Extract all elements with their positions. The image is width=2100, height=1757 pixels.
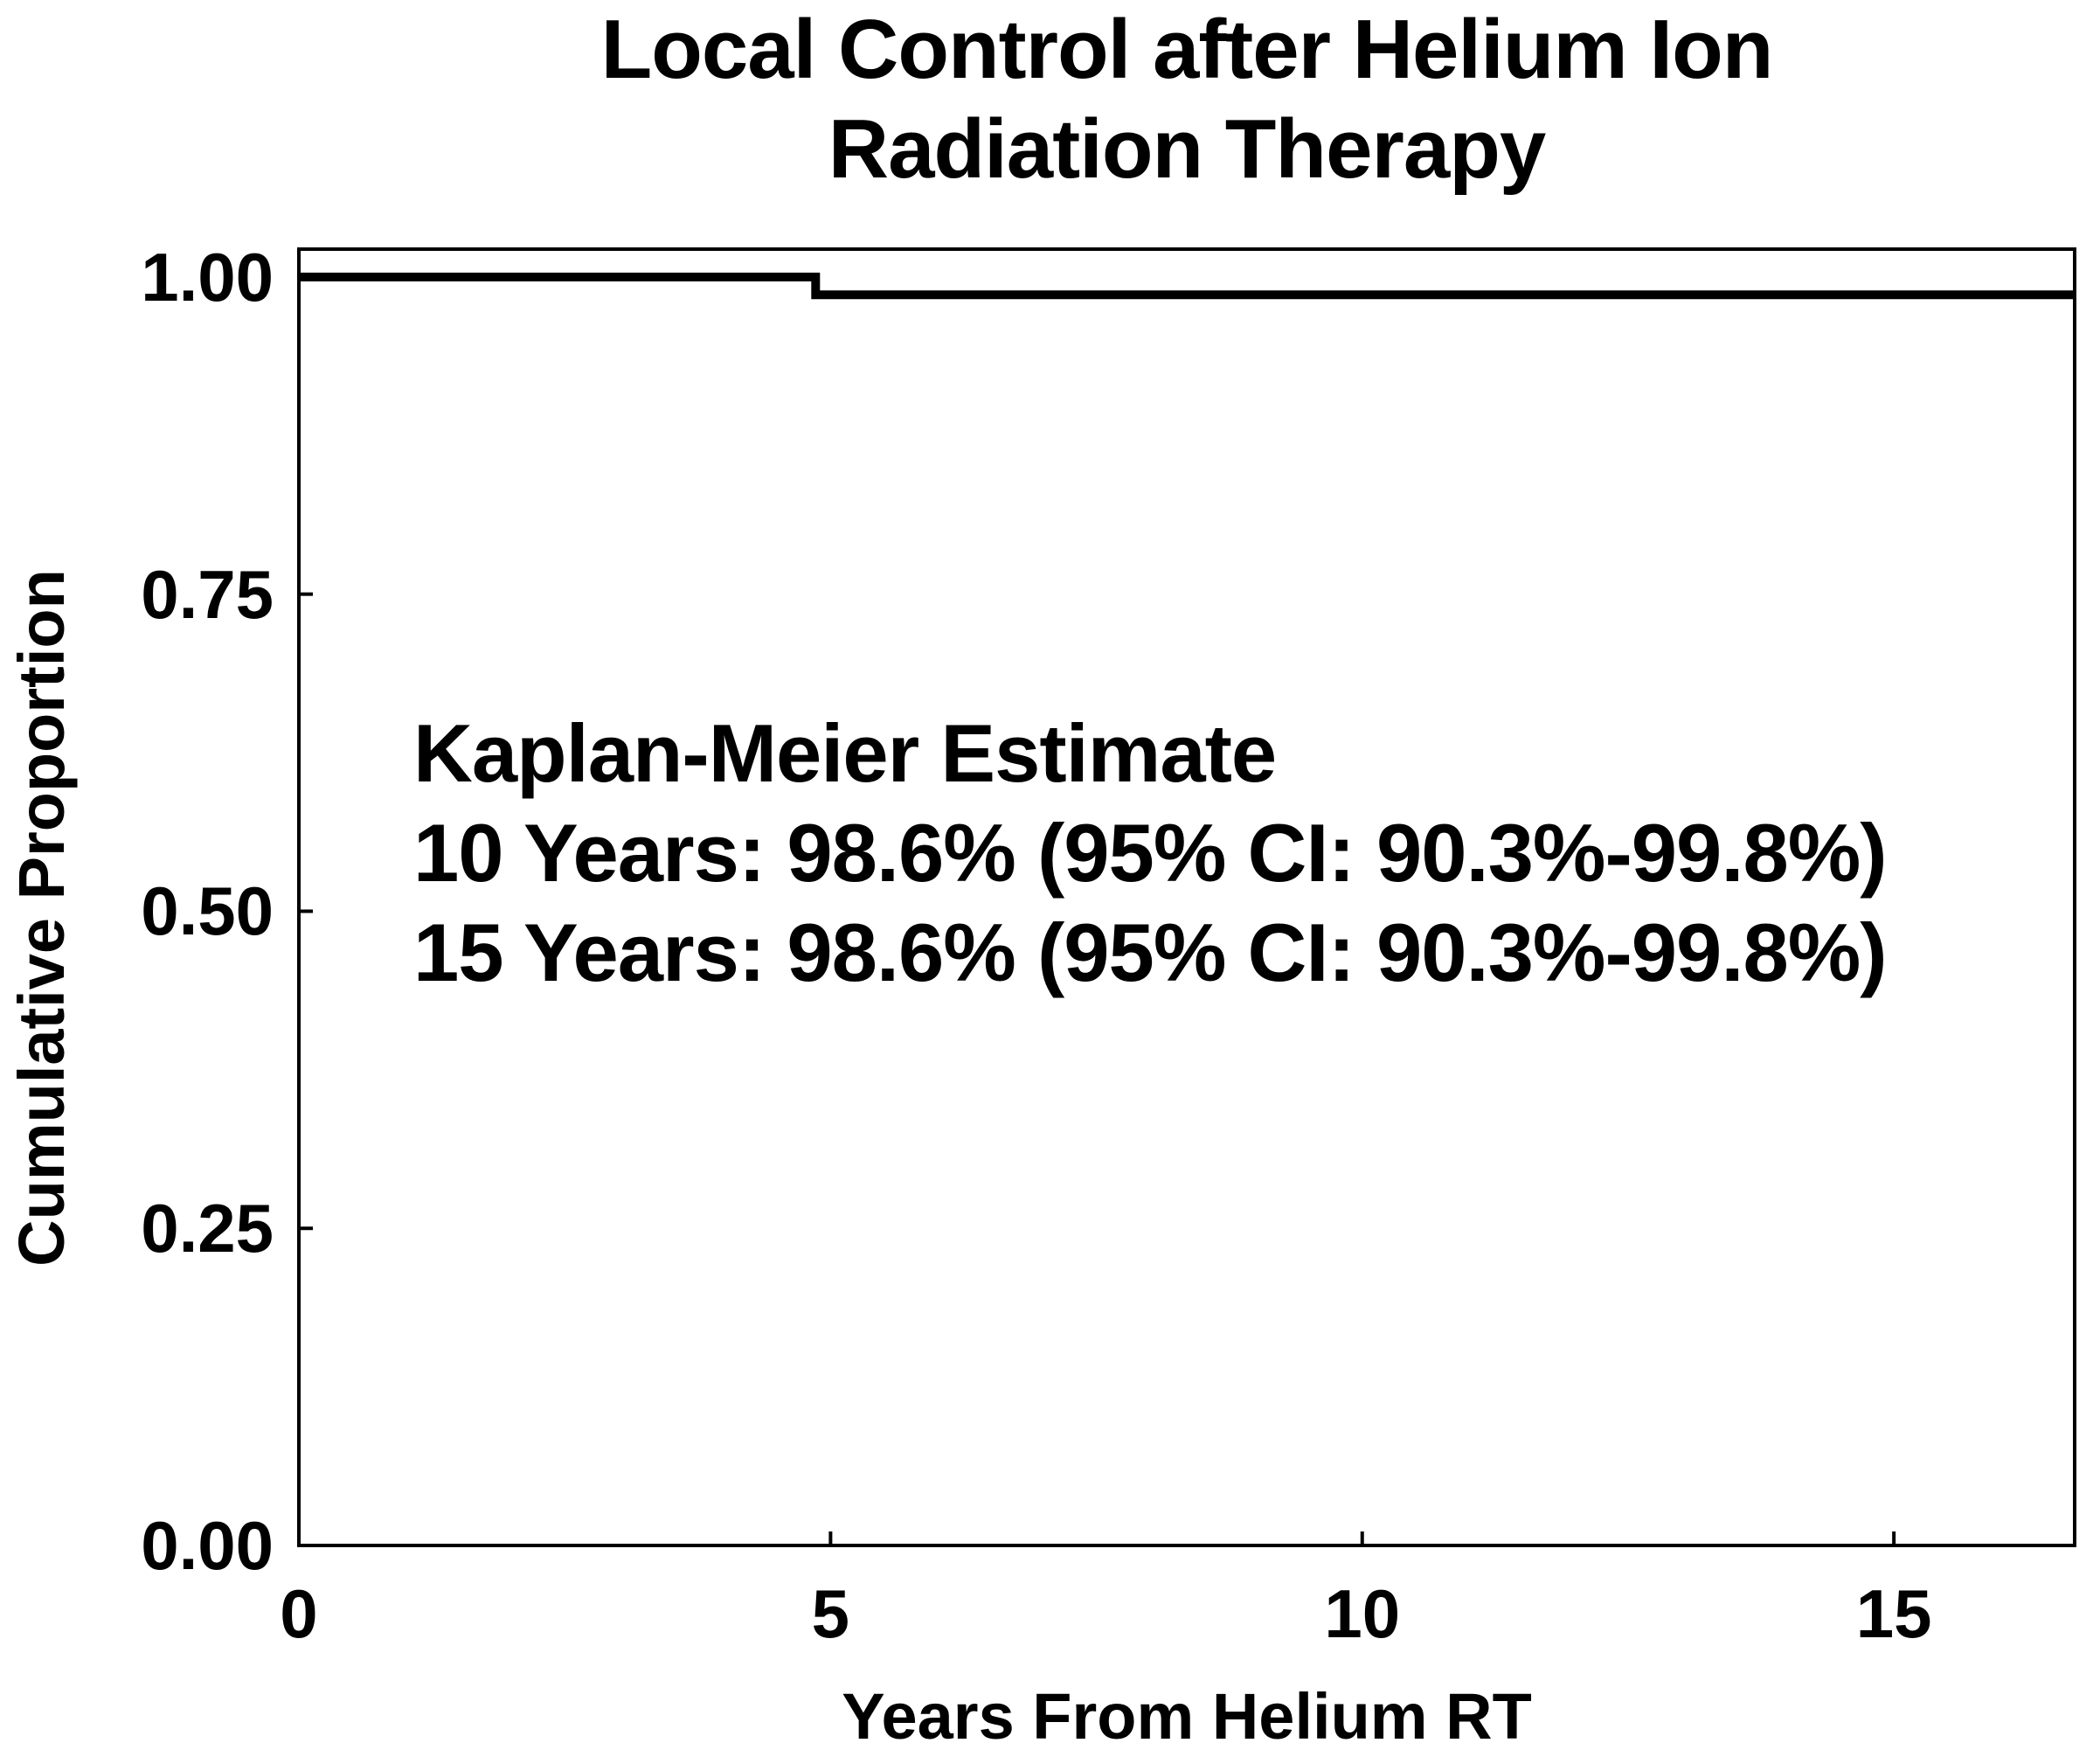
y-tick-label: 0.75 xyxy=(141,555,274,633)
plot-frame xyxy=(297,247,2076,1547)
annotation-line2: 10 Years: 98.6% (95% CI: 90.3%-99.8%) xyxy=(413,807,1888,899)
x-tick-label: 5 xyxy=(811,1575,850,1652)
y-tick-label: 0.00 xyxy=(141,1507,274,1584)
annotation-line1: Kaplan-Meier Estimate xyxy=(413,707,1277,799)
y-tick-label: 1.00 xyxy=(141,238,274,316)
survival-step-curve xyxy=(299,272,2075,300)
y-axis-title: Cumulative Proportion xyxy=(5,569,78,1267)
x-tick-label: 15 xyxy=(1855,1575,1932,1652)
y-tick-label: 0.25 xyxy=(141,1190,274,1267)
chart-title-line1: Local Control after Helium Ion xyxy=(600,3,1774,96)
annotation-line3: 15 Years: 98.6% (95% CI: 90.3%-99.8%) xyxy=(413,906,1888,998)
x-tick-label: 10 xyxy=(1324,1575,1401,1652)
x-tick-label: 0 xyxy=(280,1575,318,1652)
chart-title-line2: Radiation Therapy xyxy=(828,102,1546,196)
chart-title: Local Control after Helium Ion Radiation… xyxy=(299,0,2075,199)
km-estimate-annotation: Kaplan-Meier Estimate 10 Years: 98.6% (9… xyxy=(413,704,1888,1003)
y-tick-label: 0.50 xyxy=(141,872,274,950)
x-axis-title: Years From Helium RT xyxy=(842,1680,1532,1753)
